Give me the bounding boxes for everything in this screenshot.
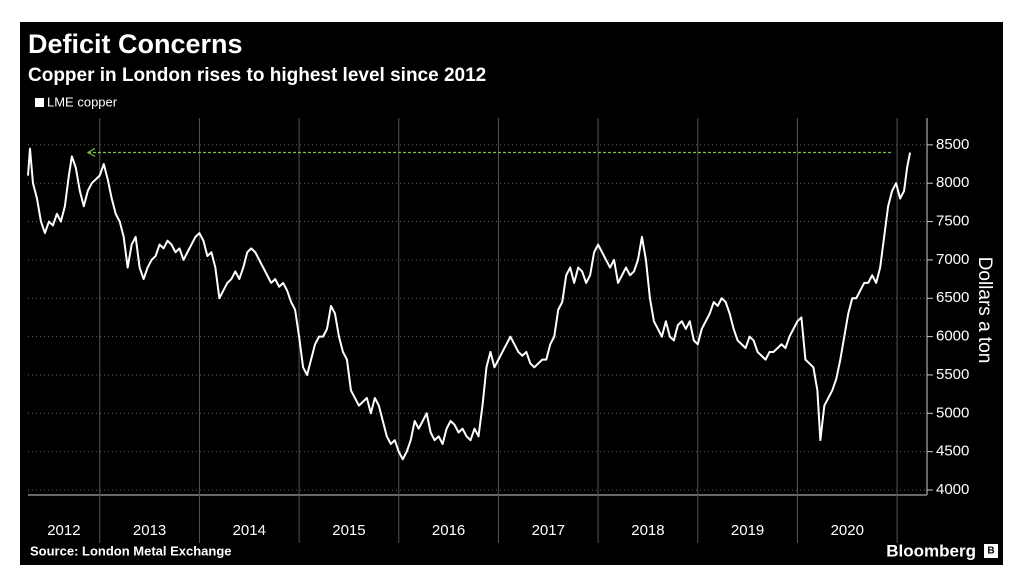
y-tick-label: 5000 — [936, 404, 969, 421]
brand: Bloomberg — [886, 541, 976, 560]
y-tick-label: 6500 — [936, 289, 969, 306]
legend-label: LME copper — [47, 94, 118, 109]
y-tick-label: 5500 — [936, 366, 969, 383]
source-note: Source: London Metal Exchange — [30, 543, 232, 558]
x-tick-label: 2016 — [432, 522, 465, 539]
x-tick-label: 2015 — [332, 522, 365, 539]
brand-icon — [984, 544, 998, 558]
y-tick-label: 7000 — [936, 251, 969, 268]
x-tick-label: 2014 — [233, 522, 266, 539]
y-tick-label: 8000 — [936, 174, 969, 191]
chart-background — [20, 22, 1003, 565]
chart-title: Deficit Concerns — [28, 29, 243, 59]
y-tick-label: 8500 — [936, 136, 969, 153]
brand-icon-glyph: B — [987, 546, 994, 557]
legend-swatch — [35, 98, 44, 107]
x-tick-label: 2017 — [532, 522, 565, 539]
y-tick-label: 6000 — [936, 328, 969, 345]
chart-subtitle: Copper in London rises to highest level … — [28, 65, 486, 86]
x-tick-label: 2012 — [47, 522, 80, 539]
y-tick-label: 4000 — [936, 481, 969, 498]
y-axis-label: Dollars a ton — [974, 257, 995, 364]
x-tick-label: 2018 — [631, 522, 664, 539]
reference-arrow — [86, 147, 96, 158]
y-tick-label: 4500 — [936, 443, 969, 460]
price-line — [27, 147, 912, 461]
x-tick-label: 2013 — [133, 522, 166, 539]
y-tick-label: 7500 — [936, 213, 969, 230]
x-tick-label: 2020 — [831, 522, 864, 539]
x-tick-label: 2019 — [731, 522, 764, 539]
